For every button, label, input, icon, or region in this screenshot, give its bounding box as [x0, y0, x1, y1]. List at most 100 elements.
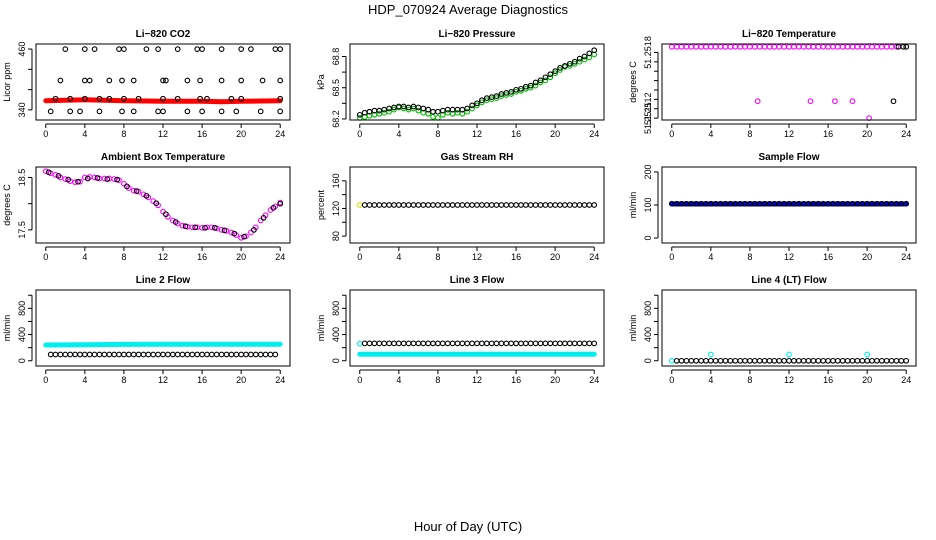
data-point-co2-high [199, 46, 205, 52]
data-point-temp-licor [859, 43, 866, 50]
y-tick-label: 51.2512 [643, 92, 653, 125]
data-point-line3-avg [483, 340, 490, 347]
data-point-co2-high [91, 46, 98, 52]
data-point-co2-high [143, 46, 150, 52]
data-point-line2-avg [62, 351, 69, 358]
y-tick-label: 400 [17, 327, 27, 342]
data-point-co2-avg [204, 95, 210, 102]
data-point-ambient-avg [55, 173, 62, 179]
data-point-rh [415, 202, 422, 208]
data-point-ambient-avg [241, 233, 247, 240]
y-tick-label: 68.8 [331, 48, 341, 66]
data-point-rh [449, 202, 456, 208]
data-point-line4-avg [698, 357, 704, 364]
y-axis-label: degrees C [628, 61, 638, 103]
data-point-co2-high [116, 46, 122, 52]
data-point-temp-licor [742, 43, 748, 50]
data-point-line2-avg [243, 351, 249, 358]
data-point-temp-licor [839, 43, 846, 50]
data-point-temp-licor [751, 43, 758, 50]
x-tick-label: 0 [43, 129, 48, 139]
y-tick-label: 400 [331, 327, 341, 342]
data-point-temp-licor [888, 43, 895, 50]
x-tick-label: 24 [901, 129, 911, 139]
data-point-co2-high [81, 46, 88, 52]
data-point-line3-avg [557, 340, 563, 347]
y-tick-label: 0 [643, 358, 653, 363]
data-point-line2-avg [272, 351, 279, 358]
data-point-rh [386, 202, 392, 208]
data-point-temp-licor [732, 43, 739, 50]
data-point-line2-avg [130, 351, 137, 358]
x-tick-label: 4 [82, 252, 87, 262]
data-point-ambient-avg [260, 214, 267, 221]
data-point-co2-high [194, 46, 201, 52]
data-point-line4-avg [678, 357, 685, 364]
data-point-line4-avg [742, 357, 748, 364]
data-series-group [668, 200, 910, 207]
data-point-line3-avg [518, 340, 524, 347]
data-point-ambient-avg [231, 230, 238, 237]
data-point-rh [508, 202, 515, 208]
data-point-line4-avg [791, 357, 797, 364]
x-tick-label: 4 [396, 375, 401, 385]
data-point-rh [532, 202, 539, 208]
y-tick-label: 0 [643, 236, 653, 241]
x-tick-label: 4 [82, 129, 87, 139]
data-point-line3-avg [405, 340, 412, 347]
data-point-rh [425, 202, 432, 208]
data-point-rh [488, 202, 495, 208]
data-point-line2-avg [77, 351, 83, 358]
data-point-temp-licor [766, 43, 773, 50]
x-tick-label: 8 [121, 375, 126, 385]
data-point-ambient-avg [153, 200, 160, 207]
x-tick-label: 0 [669, 375, 674, 385]
panel-6: Sample Flow ml/min 0 4 8 12 16 20 24 0 100 200 [628, 152, 917, 262]
data-point-temp-licor [810, 43, 817, 50]
data-point-line4-avg [747, 357, 753, 364]
y-tick-label: 800 [643, 301, 653, 316]
data-point-line4-avg [903, 357, 910, 364]
data-point-co2-low [155, 108, 161, 115]
data-point-line4-avg [703, 357, 709, 364]
x-tick-label: 4 [82, 375, 87, 385]
data-series-group [668, 43, 910, 121]
data-point-line4-avg [683, 357, 690, 364]
x-tick-label: 16 [823, 252, 833, 262]
y-tick-label: 68.2 [331, 110, 341, 128]
data-point-pressure-avg [474, 100, 480, 107]
data-point-line2-avg [179, 351, 186, 358]
data-point-co2-mid [81, 77, 88, 84]
data-point-rh [430, 202, 436, 208]
data-point-temp-licor [693, 43, 700, 50]
data-point-line3-avg [439, 340, 446, 347]
data-point-line3-avg [479, 340, 485, 347]
data-point-pressure-avg [493, 93, 500, 99]
data-point-line4-avg [795, 357, 802, 364]
data-point-pressure-avg [376, 107, 383, 114]
data-point-co2-mid [197, 77, 203, 84]
data-point-temp-licor [688, 43, 695, 50]
data-point-pressure-avg [542, 74, 549, 81]
data-point-rh [557, 202, 563, 208]
data-point-co2-avg [67, 95, 74, 102]
x-tick-label: 16 [197, 129, 207, 139]
data-point-ambient-avg [124, 183, 130, 190]
x-tick-label: 8 [121, 129, 126, 139]
data-point-line4-avg [888, 357, 895, 364]
data-point-line2-avg [223, 351, 230, 358]
data-point-line4-avg [800, 357, 807, 364]
data-point-line4-avg [834, 357, 841, 364]
data-point-line3-avg [400, 340, 407, 347]
data-point-pressure-avg [537, 77, 544, 84]
data-point-line4-avg [898, 357, 905, 364]
data-point-temp-licor [791, 43, 797, 50]
data-point-line4-avg [820, 357, 827, 364]
x-tick-label: 0 [669, 252, 674, 262]
data-point-temp-licor [800, 43, 807, 50]
data-point-line4-avg [844, 357, 851, 364]
y-axis-label: ml/min [316, 315, 326, 342]
data-point-pressure-avg [430, 108, 436, 115]
data-point-co2-mid [259, 77, 266, 84]
y-axis-label: ml/min [2, 315, 12, 342]
